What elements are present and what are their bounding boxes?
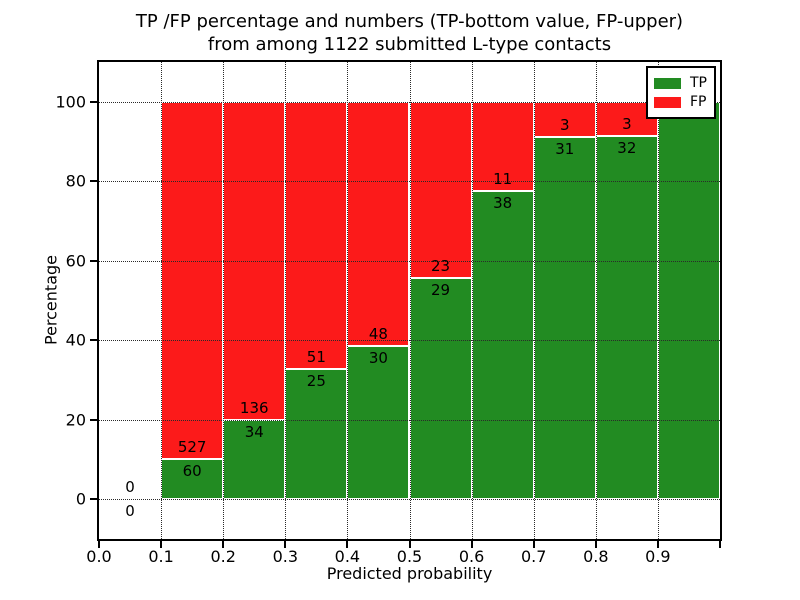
x-gridline	[409, 62, 411, 539]
tp-bar-segment	[657, 101, 720, 500]
tp-count-label: 0	[125, 502, 135, 521]
chart-subtitle: from among 1122 submitted L-type contact…	[207, 34, 612, 55]
x-tick-mark	[346, 541, 349, 548]
tp-bar-segment	[161, 458, 224, 500]
x-tick-label: 0.3	[272, 547, 299, 566]
tp-bar-segment	[409, 277, 472, 500]
x-tick-label: 0.7	[520, 547, 547, 566]
y-tick-label: 80	[65, 171, 86, 191]
y-tick-label: 0	[75, 489, 86, 509]
tp-count-label: 32	[617, 138, 637, 157]
x-tick-mark	[408, 541, 411, 548]
x-tick-mark	[594, 541, 597, 548]
y-tick-label: 40	[65, 330, 86, 350]
fp-bar-segment	[409, 101, 472, 278]
plot-area: 0052760136345125483023291138331332041	[97, 60, 722, 541]
fp-count-label: 136	[239, 398, 269, 417]
fp-count-label: 48	[368, 325, 388, 344]
x-gridline	[347, 62, 349, 539]
legend-label-tp: TP	[690, 75, 707, 91]
x-gridline	[223, 62, 225, 539]
fp-count-label: 527	[177, 437, 207, 456]
tp-count-label: 29	[431, 280, 451, 299]
x-tick-mark	[656, 541, 659, 548]
x-tick-mark	[222, 541, 225, 548]
legend-item-tp: TP	[654, 75, 707, 91]
x-gridline	[285, 62, 287, 539]
fp-count-label: 3	[559, 115, 570, 134]
fp-count-label: 3	[622, 114, 632, 133]
x-gridline	[595, 62, 597, 539]
tp-bar-segment	[533, 136, 596, 500]
y-tick-label: 60	[65, 251, 86, 271]
x-tick-label: 0.2	[210, 547, 236, 566]
x-tick-mark	[284, 541, 287, 548]
tp-count-label: 38	[493, 193, 513, 212]
tp-color-swatch	[654, 77, 681, 89]
x-tick-mark	[98, 541, 100, 548]
x-tick-label: 0.5	[396, 547, 423, 566]
y-tick-mark	[90, 339, 97, 342]
y-tick-label: 100	[55, 92, 86, 112]
fp-color-swatch	[654, 96, 681, 108]
x-tick-mark	[532, 541, 535, 548]
x-gridline	[471, 62, 473, 539]
tp-count-label: 25	[306, 371, 326, 390]
y-tick-mark	[90, 180, 97, 183]
x-axis-label: Predicted probability	[326, 564, 493, 583]
x-tick-label: 0.8	[583, 547, 609, 566]
x-tick-label: 0.9	[645, 547, 671, 566]
y-tick-mark	[90, 259, 97, 262]
tp-count-label: 31	[555, 139, 575, 158]
fp-count-label: 0	[125, 478, 135, 497]
tp-bar-segment	[595, 135, 658, 500]
x-tick-mark	[719, 541, 721, 548]
tp-count-label: 34	[244, 422, 264, 441]
fp-bar-segment	[471, 101, 534, 191]
tp-count-label: 30	[368, 349, 388, 368]
x-tick-label: 0.0	[86, 547, 112, 566]
fp-count-label: 51	[306, 347, 326, 366]
x-tick-mark	[160, 541, 163, 548]
y-tick-mark	[90, 498, 97, 501]
tp-bar-segment	[347, 346, 410, 500]
x-gridline	[657, 62, 659, 539]
tp-bar-segment	[471, 190, 534, 500]
fp-bar-segment	[285, 101, 348, 369]
legend-item-fp: FP	[654, 94, 707, 110]
y-tick-mark	[90, 418, 97, 421]
tp-bar-segment	[285, 368, 348, 500]
fp-count-label: 11	[493, 169, 513, 188]
fp-count-label: 23	[431, 256, 451, 275]
x-tick-label: 0.4	[334, 547, 361, 566]
chart-title-block: TP /FP percentage and numbers (TP-bottom…	[99, 10, 720, 56]
x-tick-label: 0.1	[148, 547, 174, 566]
fp-bar-segment	[161, 101, 224, 459]
tp-count-label: 60	[182, 461, 202, 480]
x-tick-mark	[470, 541, 473, 548]
tp-bar-segment	[223, 419, 286, 500]
fp-bar-segment	[347, 101, 410, 347]
x-gridline	[161, 62, 163, 539]
x-gridline	[533, 62, 535, 539]
legend: TP FP	[646, 66, 716, 119]
x-tick-label: 0.6	[458, 547, 485, 566]
legend-label-fp: FP	[690, 94, 707, 110]
y-tick-mark	[90, 100, 97, 103]
y-tick-label: 20	[65, 410, 86, 430]
chart-title: TP /FP percentage and numbers (TP-bottom…	[135, 11, 684, 32]
